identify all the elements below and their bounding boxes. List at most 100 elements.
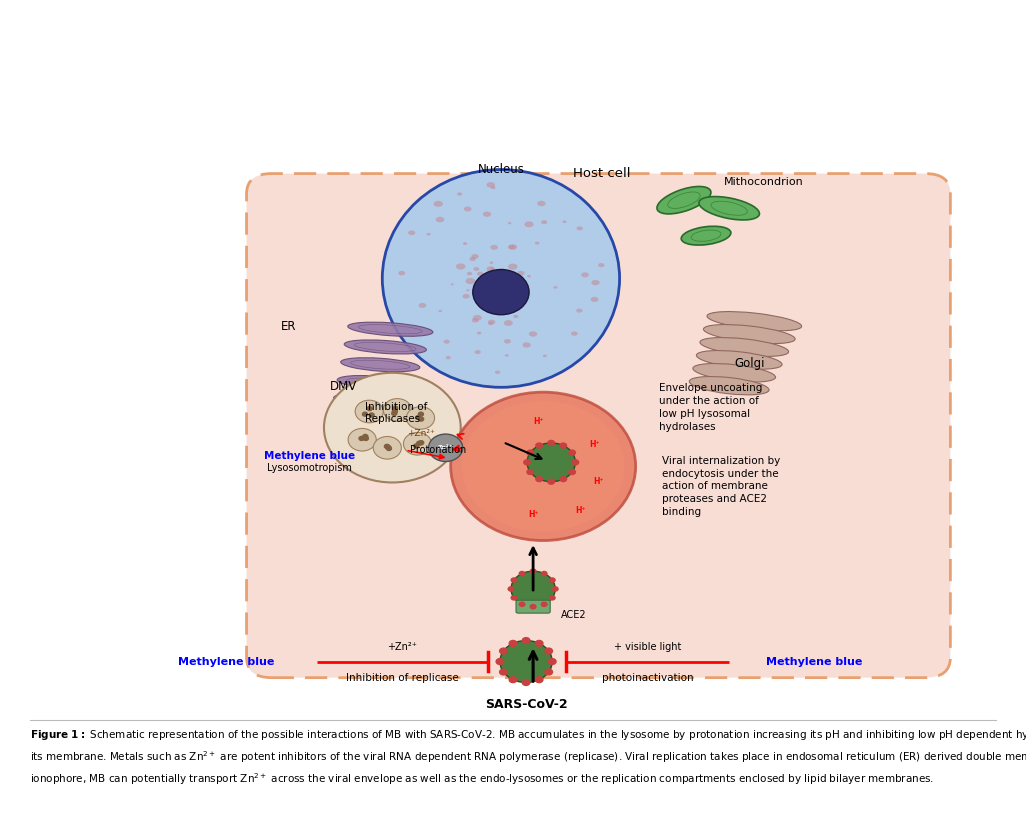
Ellipse shape: [482, 281, 489, 286]
Text: Protonation: Protonation: [410, 445, 467, 455]
FancyBboxPatch shape: [516, 600, 550, 613]
Text: H⁺: H⁺: [575, 506, 586, 515]
Ellipse shape: [535, 242, 540, 244]
Circle shape: [450, 392, 636, 541]
Ellipse shape: [456, 263, 466, 270]
Ellipse shape: [472, 318, 479, 323]
Circle shape: [508, 586, 514, 592]
Circle shape: [363, 435, 367, 439]
Ellipse shape: [398, 271, 405, 276]
Ellipse shape: [489, 262, 494, 264]
Circle shape: [429, 434, 463, 462]
Ellipse shape: [408, 230, 416, 235]
Circle shape: [549, 577, 556, 583]
Circle shape: [547, 478, 555, 485]
Ellipse shape: [700, 337, 789, 356]
Text: +Zn²⁺: +Zn²⁺: [406, 429, 434, 438]
Ellipse shape: [689, 377, 770, 395]
Ellipse shape: [699, 197, 759, 220]
Ellipse shape: [508, 263, 517, 270]
Ellipse shape: [508, 244, 515, 249]
Ellipse shape: [443, 340, 449, 344]
Ellipse shape: [471, 254, 479, 258]
Circle shape: [559, 442, 567, 449]
Ellipse shape: [483, 212, 491, 216]
Ellipse shape: [528, 332, 538, 337]
Circle shape: [363, 436, 368, 440]
Ellipse shape: [541, 220, 547, 224]
Circle shape: [518, 570, 525, 576]
Ellipse shape: [501, 283, 505, 286]
Circle shape: [419, 412, 424, 416]
Circle shape: [549, 595, 556, 601]
Circle shape: [348, 429, 377, 451]
Ellipse shape: [488, 322, 494, 325]
Circle shape: [511, 571, 555, 607]
Ellipse shape: [516, 298, 520, 300]
Circle shape: [510, 595, 517, 601]
Ellipse shape: [591, 297, 598, 302]
Ellipse shape: [470, 257, 476, 261]
Circle shape: [527, 443, 576, 481]
Text: photoinactivation: photoinactivation: [602, 673, 694, 683]
Ellipse shape: [505, 354, 509, 356]
Ellipse shape: [463, 242, 467, 245]
Ellipse shape: [488, 288, 492, 291]
Ellipse shape: [473, 267, 479, 271]
Circle shape: [535, 639, 544, 647]
Ellipse shape: [571, 332, 578, 336]
Text: H⁺: H⁺: [593, 477, 604, 486]
Ellipse shape: [467, 272, 472, 275]
Text: H⁺: H⁺: [532, 417, 544, 426]
Ellipse shape: [466, 289, 470, 291]
Ellipse shape: [577, 309, 583, 313]
Ellipse shape: [490, 267, 494, 270]
Text: Envelope uncoating
under the action of
low pH lysosomal
hydrolases: Envelope uncoating under the action of l…: [659, 384, 762, 432]
Ellipse shape: [498, 290, 508, 296]
Ellipse shape: [577, 226, 583, 230]
Circle shape: [521, 637, 530, 644]
Ellipse shape: [538, 201, 546, 206]
Ellipse shape: [333, 393, 406, 407]
Circle shape: [500, 640, 552, 682]
Ellipse shape: [495, 370, 501, 374]
Circle shape: [499, 648, 508, 654]
Ellipse shape: [517, 271, 524, 276]
Text: ER: ER: [281, 320, 297, 333]
Circle shape: [571, 459, 580, 466]
Circle shape: [387, 447, 392, 450]
Ellipse shape: [427, 233, 431, 235]
Text: Nucleus: Nucleus: [477, 163, 524, 176]
Circle shape: [413, 444, 419, 448]
Circle shape: [462, 401, 625, 532]
Ellipse shape: [348, 322, 433, 337]
Circle shape: [473, 270, 529, 314]
Ellipse shape: [490, 291, 497, 295]
Ellipse shape: [477, 332, 481, 334]
Ellipse shape: [434, 201, 443, 207]
Ellipse shape: [504, 279, 511, 284]
Ellipse shape: [464, 207, 472, 212]
Ellipse shape: [524, 221, 534, 227]
Text: ACE2: ACE2: [561, 610, 587, 620]
Ellipse shape: [490, 293, 496, 295]
Circle shape: [324, 373, 461, 482]
Circle shape: [403, 432, 432, 455]
Text: H⁺: H⁺: [528, 510, 540, 519]
Circle shape: [509, 676, 517, 683]
Circle shape: [518, 602, 525, 607]
Text: Viral internalization by
endocytosis under the
action of membrane
proteases and : Viral internalization by endocytosis und…: [662, 456, 780, 517]
Ellipse shape: [488, 319, 496, 324]
Circle shape: [392, 409, 397, 413]
Circle shape: [406, 407, 435, 430]
Circle shape: [535, 676, 544, 683]
Text: Lysosomotropism: Lysosomotropism: [268, 463, 352, 473]
Ellipse shape: [450, 283, 453, 286]
Ellipse shape: [508, 222, 511, 225]
Ellipse shape: [490, 186, 496, 189]
Ellipse shape: [511, 274, 519, 279]
Circle shape: [526, 449, 535, 456]
Ellipse shape: [341, 358, 420, 372]
FancyBboxPatch shape: [246, 174, 950, 677]
Ellipse shape: [504, 339, 511, 343]
